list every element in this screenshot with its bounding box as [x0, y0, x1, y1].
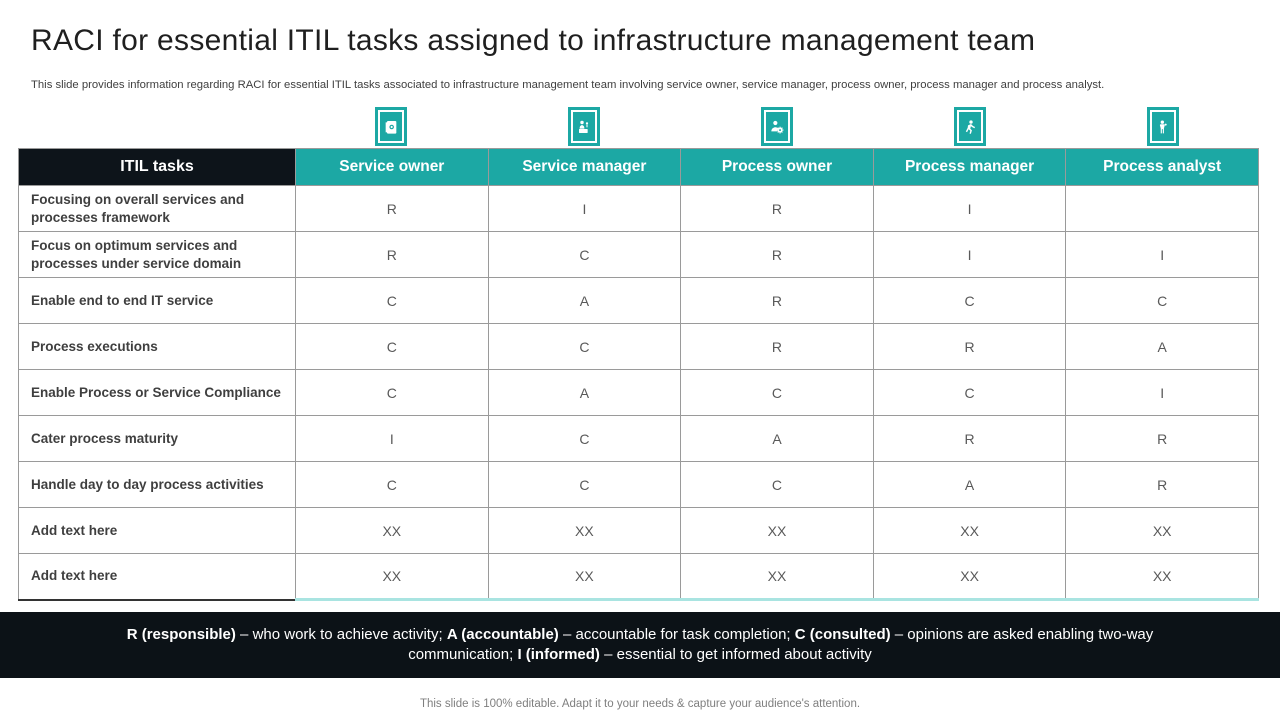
table-row: Add text here XX XX XX XX XX	[18, 507, 1259, 554]
raci-value-cell: C	[487, 461, 682, 508]
raci-legend-text: R (responsible) – who work to achieve ac…	[75, 625, 1205, 666]
id-card-icon	[375, 107, 408, 146]
raci-value-cell: XX	[680, 507, 874, 554]
raci-value-cell: C	[680, 369, 874, 416]
slide-subtitle: This slide provides information regardin…	[31, 79, 1105, 91]
task-cell: Focusing on overall services and process…	[18, 185, 296, 232]
raci-legend-band: R (responsible) – who work to achieve ac…	[0, 612, 1280, 678]
legend-term: C (consulted)	[794, 625, 891, 643]
person-gear-icon	[760, 107, 793, 146]
task-cell: Add text here	[18, 507, 296, 554]
raci-value-cell: I	[487, 185, 682, 232]
legend-term: I (informed)	[517, 646, 600, 663]
table-body: Focusing on overall services and process…	[18, 185, 1259, 601]
task-cell: Focus on optimum services and processes …	[18, 231, 296, 278]
icon-cell	[488, 107, 681, 146]
column-header-service-manager: Service manager	[487, 148, 682, 186]
table-row: Add text here XX XX XX XX XX	[18, 553, 1259, 601]
table-row: Enable Process or Service Compliance C A C C…	[18, 369, 1259, 416]
icon-cell	[1066, 107, 1259, 146]
raci-value-cell: C	[872, 277, 1067, 324]
column-header-process-owner: Process owner	[680, 148, 874, 186]
task-cell: Handle day to day process activities	[18, 461, 296, 508]
raci-value-cell: XX	[872, 507, 1067, 554]
raci-value-cell: R	[680, 323, 874, 370]
icon-cell	[295, 107, 488, 146]
raci-value-cell: I	[295, 415, 489, 462]
raci-value-cell: A	[872, 461, 1067, 508]
raci-value-cell: R	[1065, 461, 1259, 508]
raci-value-cell: R	[295, 185, 489, 232]
task-cell: Process executions	[18, 323, 296, 370]
raci-value-cell: C	[487, 415, 682, 462]
person-running-icon	[953, 107, 986, 146]
raci-value-cell: A	[680, 415, 874, 462]
raci-value-cell: R	[1065, 415, 1259, 462]
task-cell: Enable end to end IT service	[18, 277, 296, 324]
column-header-itil-tasks: ITIL tasks	[18, 148, 296, 186]
raci-value-cell: XX	[680, 553, 874, 601]
raci-value-cell: R	[680, 277, 874, 324]
raci-value-cell: A	[487, 369, 682, 416]
raci-value-cell: XX	[1065, 553, 1259, 601]
legend-definition: – essential to get informed about activi…	[599, 646, 872, 663]
raci-value-cell: C	[295, 461, 489, 508]
table-row: Cater process maturity I C A R R	[18, 415, 1259, 462]
legend-term: R (responsible)	[126, 625, 236, 643]
person-desk-icon	[568, 107, 601, 146]
raci-value-cell: C	[1065, 277, 1259, 324]
task-cell: Cater process maturity	[18, 415, 296, 462]
raci-value-cell: I	[872, 231, 1067, 278]
raci-value-cell: XX	[487, 553, 682, 601]
raci-value-cell: C	[872, 369, 1067, 416]
task-cell: Enable Process or Service Compliance	[18, 369, 296, 416]
legend-term: A (accountable)	[446, 625, 559, 643]
column-header-service-owner: Service owner	[295, 148, 489, 186]
raci-value-cell: I	[1065, 369, 1259, 416]
header-row: ITIL tasks Service owner Service manager P…	[18, 148, 1259, 186]
table-row: Enable end to end IT service C A R C C	[18, 277, 1259, 324]
raci-value-cell: C	[680, 461, 874, 508]
raci-value-cell: C	[295, 369, 489, 416]
raci-value-cell: A	[1065, 323, 1259, 370]
legend-definition: – who work to achieve activity;	[235, 625, 447, 643]
legend-definition: – accountable for task completion;	[558, 625, 795, 643]
table-row: Focusing on overall services and process…	[18, 185, 1259, 232]
person-idea-icon	[1146, 107, 1179, 146]
raci-value-cell: C	[295, 323, 489, 370]
raci-value-cell	[1065, 185, 1259, 232]
table-header: ITIL tasks Service owner Service manager P…	[18, 148, 1259, 186]
column-header-process-analyst: Process analyst	[1065, 148, 1259, 186]
task-cell: Add text here	[18, 553, 296, 601]
raci-value-cell: R	[872, 323, 1067, 370]
raci-value-cell: R	[295, 231, 489, 278]
raci-value-cell: R	[680, 231, 874, 278]
raci-value-cell: XX	[487, 507, 682, 554]
column-icons-row	[295, 107, 1259, 146]
icon-cell	[681, 107, 874, 146]
raci-matrix-table: ITIL tasks Service owner Service manager P…	[18, 148, 1259, 601]
raci-value-cell: R	[872, 415, 1067, 462]
raci-value-cell: A	[487, 277, 682, 324]
raci-value-cell: C	[487, 231, 682, 278]
table-row: Handle day to day process activities C C C A…	[18, 461, 1259, 508]
raci-value-cell: R	[680, 185, 874, 232]
table-row: Process executions C C R R A	[18, 323, 1259, 370]
raci-value-cell: C	[295, 277, 489, 324]
column-header-process-manager: Process manager	[872, 148, 1067, 186]
raci-value-cell: XX	[295, 507, 489, 554]
legend-definition: – opinions are asked enabling two-way co…	[408, 625, 1154, 663]
editable-note: This slide is 100% editable. Adapt it to…	[419, 698, 861, 710]
raci-value-cell: XX	[872, 553, 1067, 601]
raci-value-cell: XX	[1065, 507, 1259, 554]
raci-value-cell: I	[1065, 231, 1259, 278]
raci-value-cell: I	[872, 185, 1067, 232]
icon-cell	[873, 107, 1066, 146]
raci-value-cell: C	[487, 323, 682, 370]
raci-value-cell: XX	[295, 553, 489, 601]
table-row: Focus on optimum services and processes …	[18, 231, 1259, 278]
page-title: RACI for essential ITIL tasks assigned t…	[31, 24, 1036, 57]
